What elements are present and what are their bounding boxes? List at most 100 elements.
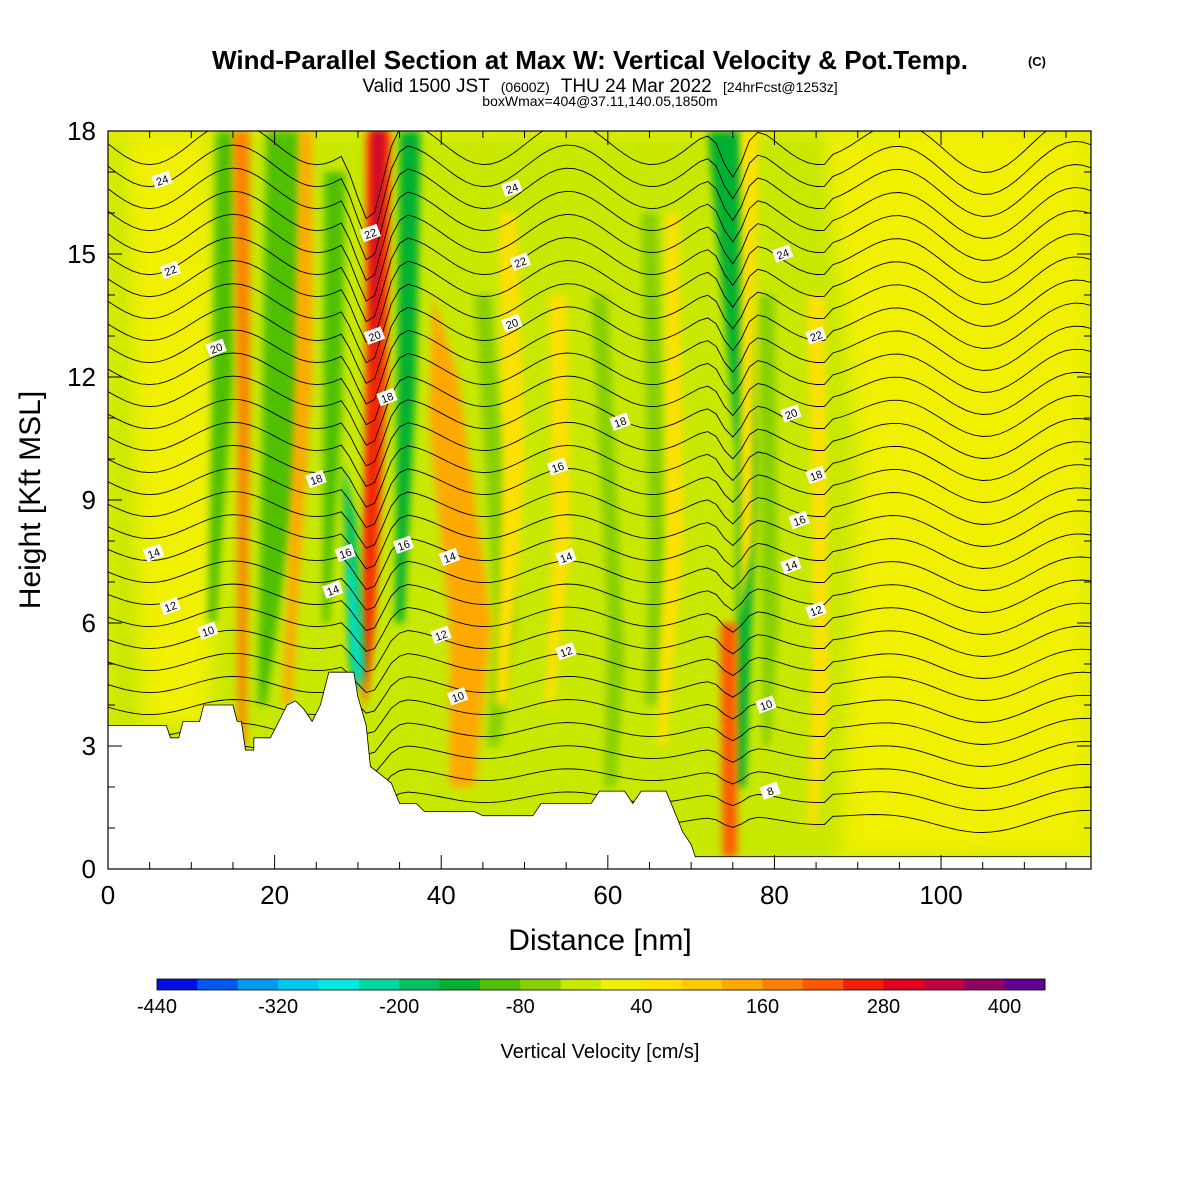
- contour-label-text: 16: [396, 538, 412, 553]
- contour-label: 18: [805, 465, 827, 485]
- isentrope-line: [108, 371, 1091, 446]
- contour-label-bg: [159, 260, 182, 280]
- contour-label-text: 12: [559, 645, 575, 660]
- isentrope-line: [108, 694, 1091, 735]
- contour-label: 22: [805, 326, 827, 345]
- contour-label-bg: [501, 314, 523, 333]
- contour-label: 10: [447, 687, 469, 706]
- isentrope-line: [108, 187, 1091, 282]
- x-tick-label: 40: [427, 880, 456, 910]
- terrain-mask: [108, 671, 1091, 869]
- isentrope-line: [108, 395, 1091, 467]
- contour-label: 18: [376, 387, 398, 407]
- isentrope-line: [108, 441, 1091, 508]
- chart-title: Wind-Parallel Section at Max W: Vertical…: [212, 45, 968, 75]
- colorbar-swatch: [883, 979, 925, 990]
- rise-band: [657, 213, 683, 746]
- contour-label: 22: [159, 260, 182, 280]
- rise-band: [233, 131, 250, 746]
- rise-band: [720, 623, 737, 857]
- contour-label-bg: [788, 510, 810, 530]
- contour-label-text: 10: [450, 690, 466, 705]
- forecast-info: [24hrFcst@1253z]: [723, 79, 838, 95]
- isentrope-line: [108, 256, 1091, 343]
- contour-label: 12: [805, 601, 827, 620]
- x-tick-label: 80: [760, 880, 789, 910]
- contour-label-bg: [805, 465, 827, 485]
- contour-label-text: 10: [201, 624, 217, 639]
- rise-band: [545, 295, 571, 705]
- colorbar-swatch: [762, 979, 804, 990]
- rise-band: [495, 213, 525, 705]
- colorbar-swatch: [318, 979, 360, 990]
- contour-label-bg: [376, 387, 398, 407]
- contour-label-text: 18: [380, 391, 396, 406]
- contour-label-text: 14: [325, 583, 341, 598]
- contour-label-text: 8: [766, 785, 776, 798]
- colorbar-swatch: [157, 979, 198, 990]
- colorbar-swatch: [439, 979, 481, 990]
- sink-band: [208, 131, 233, 623]
- contour-labels: 24 22 20 14 12 10 18 14 16 22 20 18 16 14 12 10 24 22 20 16…: [142, 170, 827, 800]
- y-tick-label: 0: [82, 854, 96, 884]
- y-tick-label: 15: [67, 239, 96, 269]
- contour-label-bg: [805, 326, 827, 345]
- contour-label-bg: [509, 252, 531, 271]
- colorbar-tick-label: -320: [258, 996, 298, 1018]
- contour-label: 14: [780, 555, 802, 575]
- contour-label: 14: [142, 543, 165, 563]
- colorbar-swatch: [197, 979, 239, 990]
- contour-label-bg: [334, 543, 356, 563]
- contour-label-bg: [430, 625, 452, 645]
- isentrope-line: [108, 325, 1091, 405]
- contour-label-bg: [759, 781, 781, 800]
- contour-label-bg: [780, 404, 802, 423]
- x-tick-label: 0: [101, 880, 115, 910]
- isentrope-line: [108, 348, 1091, 426]
- box-wmax-info: boxWmax=404@37.11,140.05,1850m: [482, 93, 717, 109]
- contour-label: 16: [546, 457, 569, 476]
- contour-label-bg: [501, 178, 523, 198]
- contour-label-text: 24: [155, 173, 171, 188]
- contour-label: 16: [788, 510, 810, 530]
- isentrope-line: [108, 625, 1091, 673]
- colorbar-swatch: [358, 979, 400, 990]
- contour-label-text: 14: [559, 551, 575, 566]
- contour-label: 8: [759, 781, 781, 800]
- contour-label-text: 14: [442, 551, 458, 566]
- contour-label-text: 22: [809, 329, 825, 344]
- contour-label: 12: [159, 596, 182, 616]
- colorbar-swatch: [560, 979, 602, 990]
- contour-label: 20: [501, 314, 523, 333]
- colorbar-swatch: [681, 979, 723, 990]
- y-axis-label: Height [Kft MSL]: [14, 391, 47, 609]
- valid-time-line: Valid 1500 JST (0600Z) THU 24 Mar 2022 […: [362, 76, 837, 97]
- calm-field-far-east: [899, 131, 1041, 787]
- contour-label-text: 20: [784, 407, 800, 422]
- contour-label-bg: [142, 543, 165, 563]
- contour-label-bg: [359, 223, 381, 243]
- contour-label: 24: [151, 170, 173, 189]
- contour-label: 20: [205, 338, 227, 358]
- colorbar-swatch: [1004, 979, 1046, 990]
- isentrope-line: [108, 464, 1091, 529]
- colorbar-swatch: [722, 979, 763, 990]
- x-axis-label: Distance [nm]: [508, 924, 691, 957]
- colorbar-swatch: [520, 979, 562, 990]
- contour-label-bg: [755, 695, 777, 714]
- colorbar-tick-label: -440: [137, 996, 177, 1018]
- contour-label-text: 10: [759, 698, 775, 713]
- contour-label-text: 14: [146, 547, 162, 562]
- isentrope-line: [108, 302, 1091, 385]
- contour-label-text: 16: [792, 514, 808, 529]
- colorbar-swatch: [641, 979, 683, 990]
- isentrope-line: [108, 418, 1091, 487]
- isentrope-line: [108, 671, 1091, 714]
- contour-label: 24: [501, 178, 523, 198]
- isentrope-line: [108, 140, 1091, 240]
- copyright-mark: (C): [1028, 54, 1046, 69]
- colorbar-swatch: [399, 979, 441, 990]
- contour-label-bg: [805, 601, 827, 620]
- isentrope-line: [108, 717, 1091, 755]
- colorbar-frame: [156, 978, 1046, 991]
